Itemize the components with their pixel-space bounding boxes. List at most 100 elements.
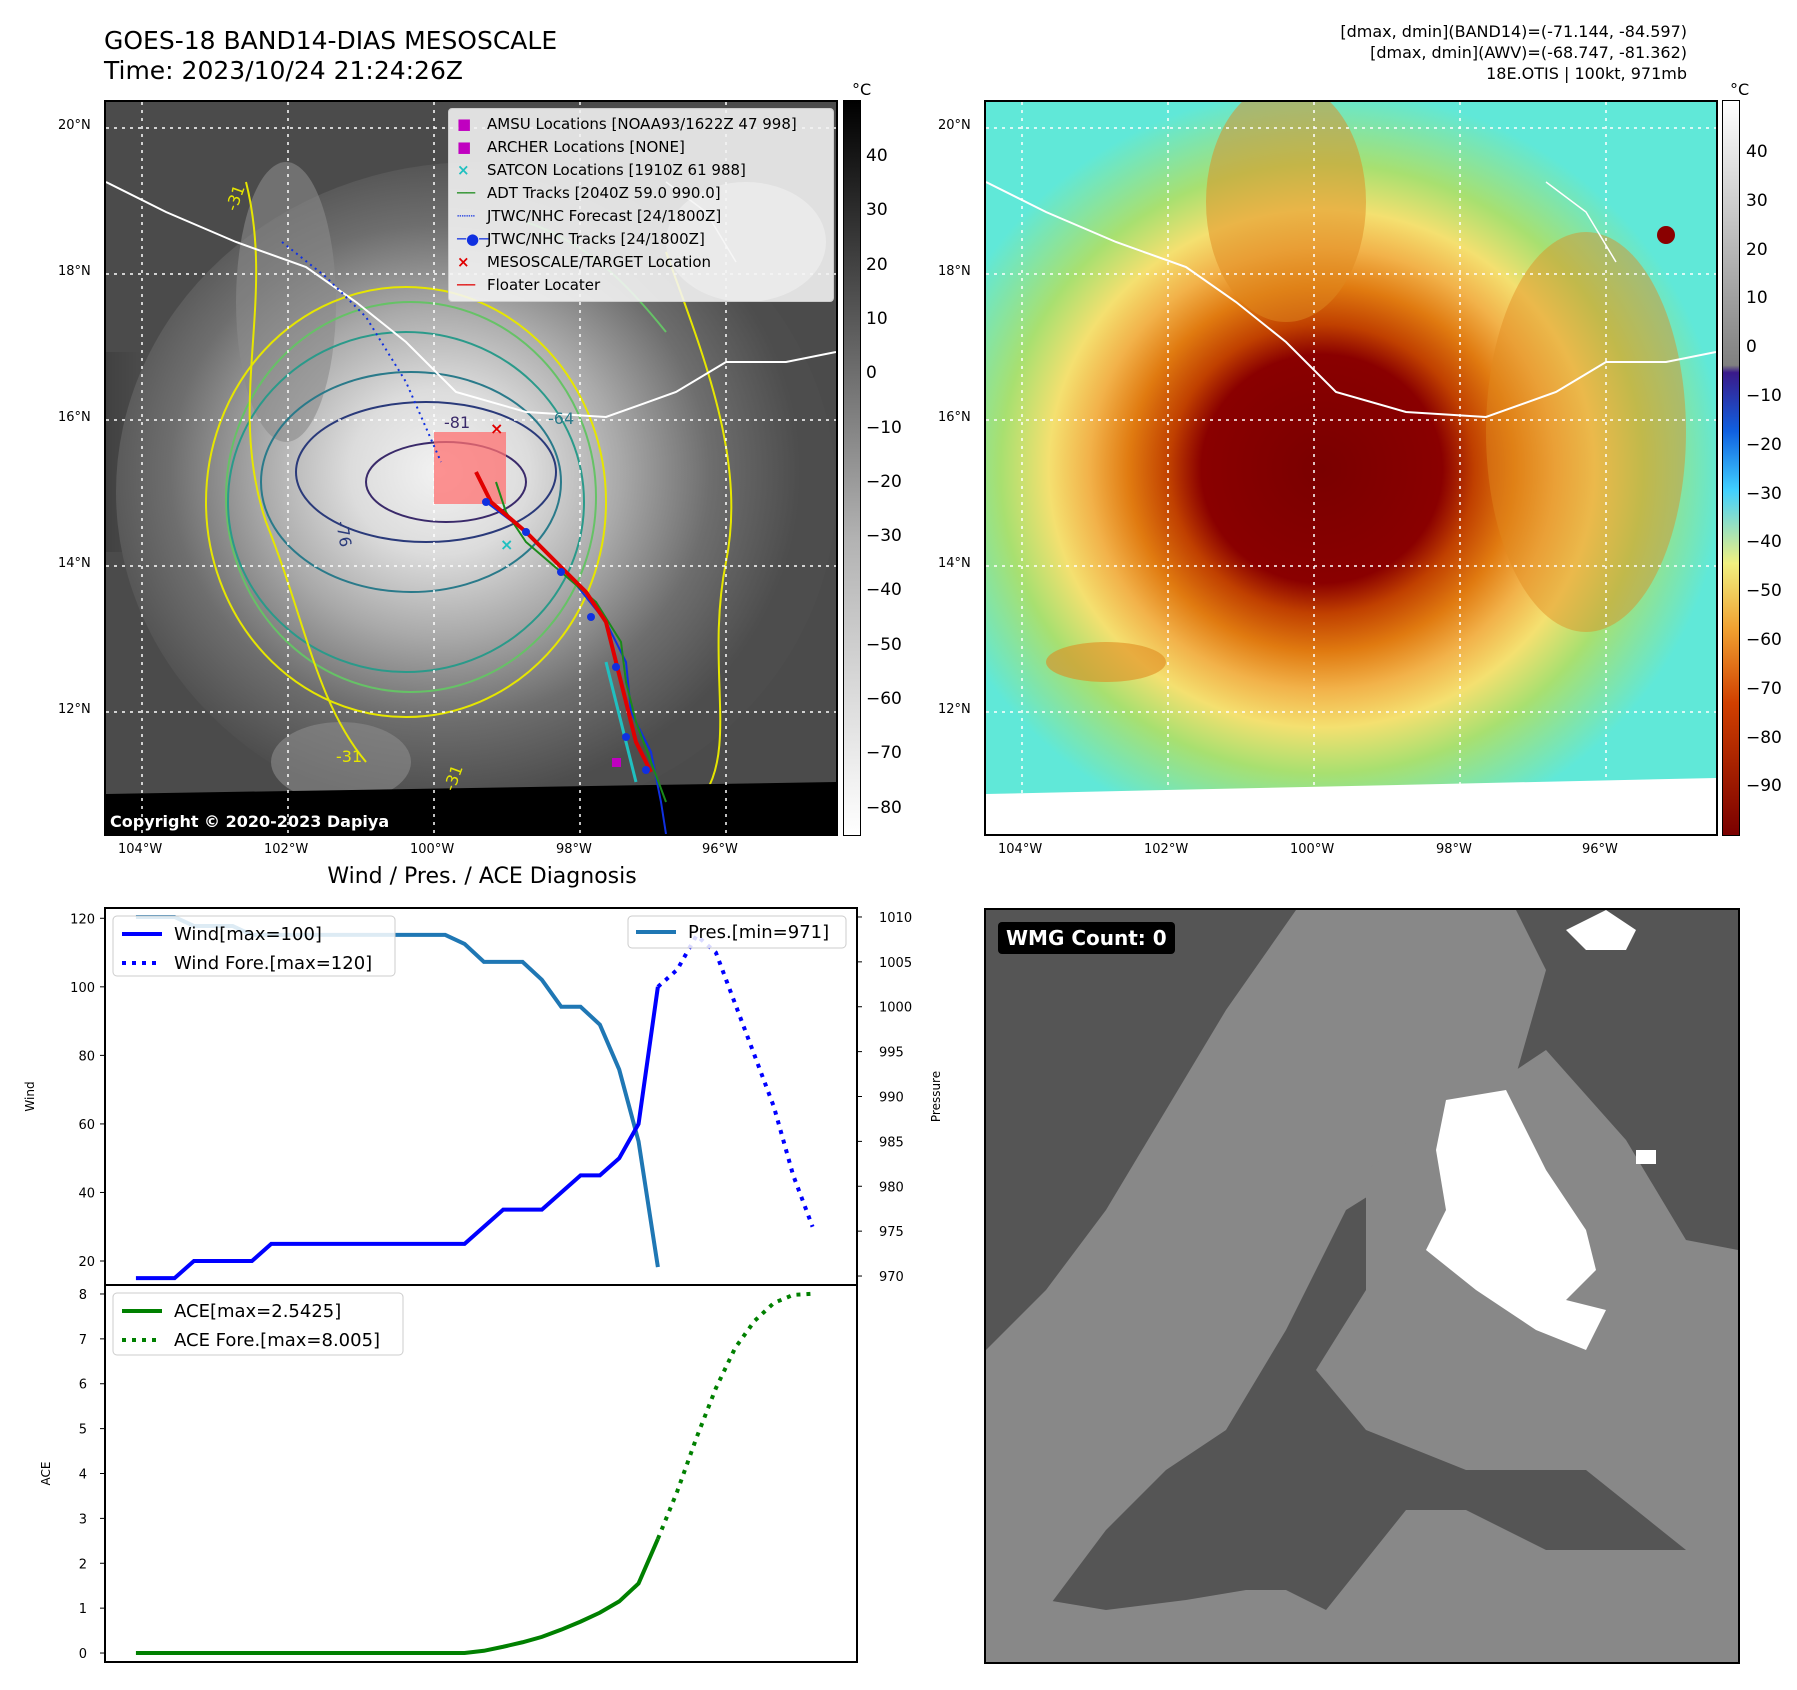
colorbar-tick-label: −10 (1746, 386, 1782, 406)
lat-tick-label: 16°N (938, 410, 971, 425)
legend-label: AMSU Locations [NOAA93/1622Z 47 998] (487, 115, 797, 133)
lat-tick-label: 14°N (938, 556, 971, 571)
lon-tick-label: 98°W (1436, 842, 1472, 857)
legend-label: ADT Tracks [2040Z 59.0 990.0] (487, 184, 721, 202)
line-dot-icon: ─●─ (457, 230, 489, 248)
pressure-tick-label: 985 (879, 1135, 904, 1150)
map-legend: ■ AMSU Locations [NOAA93/1622Z 47 998] ■ AR… (448, 108, 834, 302)
colorbar-tick-label: −30 (1746, 483, 1782, 504)
legend-item: ■ AMSU Locations [NOAA93/1622Z 47 998] (457, 115, 797, 133)
legend-item: × MESOSCALE/TARGET Location (457, 253, 711, 271)
svg-text:×: × (500, 535, 513, 554)
ace-tick-label: 1 (79, 1602, 87, 1617)
lat-tick-label: 20°N (938, 118, 971, 133)
wind-tick-label: 80 (78, 1049, 95, 1064)
colorbar-tick-label: 0 (866, 363, 877, 384)
lon-tick-label: 100°W (1290, 842, 1335, 857)
mesoscale-target-box (434, 432, 506, 504)
pressure-tick-label: 975 (879, 1225, 904, 1240)
legend-label: MESOSCALE/TARGET Location (487, 253, 712, 271)
lon-tick-label: 104°W (998, 842, 1043, 857)
colorbar-tick-label: 30 (1746, 190, 1768, 211)
wind-tick-label: 40 (78, 1186, 95, 1201)
lat-tick-label: 20°N (58, 118, 91, 133)
forecast-track-line (281, 241, 442, 463)
colorbar-tick-label: −50 (866, 634, 902, 655)
lat-tick-label: 18°N (58, 264, 91, 279)
colorbar-tick-label: −50 (1746, 581, 1782, 602)
ace-tick-label: 3 (79, 1512, 87, 1527)
pressure-tick-label: 1000 (879, 1001, 912, 1016)
pressure-tick-label: 990 (879, 1091, 904, 1106)
ace-tick-label: 0 (79, 1647, 87, 1662)
lat-tick-label: 18°N (938, 264, 971, 279)
pressure-axis-label: Pressure (929, 1071, 943, 1122)
solid-line-icon: ── (457, 184, 476, 202)
lon-tick-label: 98°W (556, 842, 592, 857)
colorbar-tick-label: −10 (866, 417, 902, 438)
colorbar-tick-label: −80 (866, 797, 902, 818)
ace-line (135, 1538, 660, 1656)
legend-label: JTWC/NHC Forecast [24/1800Z] (487, 207, 722, 225)
colorbar-tick-label: 30 (866, 200, 888, 221)
pressure-tick-label: 995 (879, 1046, 904, 1061)
contour-label: -76 (332, 519, 355, 548)
awv-range-text: [dmax, dmin](AWV)=(-68.747, -81.362) (1370, 43, 1687, 62)
square-marker-icon: ■ (457, 115, 472, 133)
band14-range-text: [dmax, dmin](BAND14)=(-71.144, -84.597) (1340, 22, 1687, 41)
lat-tick-label: 16°N (58, 410, 91, 425)
ace-tick-label: 5 (79, 1423, 87, 1438)
pressure-legend (627, 915, 847, 949)
legend-label: JTWC/NHC Tracks [24/1800Z] (487, 230, 705, 248)
colorbar-tick-label: −80 (1746, 727, 1782, 748)
legend-ace-forecast-label: ACE Fore.[max=8.005] (174, 1330, 380, 1351)
lon-tick-label: 102°W (264, 842, 309, 857)
colorbar-tick-label: 10 (866, 308, 888, 329)
ace-legend (112, 1292, 404, 1356)
floater-track-line (474, 471, 653, 773)
colorbar-tick-label: 0 (1746, 337, 1757, 358)
page-title: GOES-18 BAND14-DIAS MESOSCALE (104, 26, 558, 55)
ace-tick-label: 7 (79, 1333, 87, 1348)
wind-tick-label: 120 (70, 912, 95, 927)
ace-tick-label: 8 (79, 1288, 87, 1303)
ace-tick-label: 2 (79, 1557, 87, 1572)
lon-tick-label: 96°W (1582, 842, 1618, 857)
legend-item: ── Floater Locater (457, 276, 600, 294)
colorbar-tick-label: 20 (866, 254, 888, 275)
square-marker-icon: ■ (457, 138, 472, 156)
legend-pressure-label: Pres.[min=971] (688, 922, 829, 943)
ace-forecast-line (656, 1291, 813, 1540)
wind-tick-label: 100 (70, 981, 95, 996)
colorbar-tick-label: −60 (1746, 630, 1782, 650)
lon-tick-label: 104°W (118, 842, 163, 857)
contour-label: -31 (336, 747, 362, 766)
colorbar-tick-label: 40 (866, 146, 888, 166)
colorbar-tick-label: −20 (866, 471, 902, 492)
wind-forecast-line (656, 932, 815, 1228)
diag-title: Wind / Pres. / ACE Diagnosis (327, 864, 637, 889)
svg-text:×: × (490, 419, 503, 438)
colorbar-tick-label: −90 (1746, 776, 1782, 797)
page-time: Time: 2023/10/24 21:24:26Z (104, 56, 463, 85)
ir-satellite-map: × × -76 -81 -64 -31 -31 -31 ■ AMSU Locati… (104, 100, 838, 836)
awv-color-map (984, 100, 1718, 836)
legend-wind-label: Wind[max=100] (174, 924, 322, 945)
lon-tick-label: 96°W (702, 842, 738, 857)
legend-item: ── ADT Tracks [2040Z 59.0 990.0] (457, 184, 721, 202)
wind-tick-label: 60 (78, 1118, 95, 1133)
wind-line (135, 986, 660, 1281)
colorbar-left-unit: °C (852, 80, 872, 99)
colorbar-tick-label: 20 (1746, 239, 1768, 260)
colorbar-tick-label: −30 (866, 526, 902, 547)
ace-tick-label: 6 (79, 1378, 87, 1393)
pressure-tick-label: 980 (879, 1180, 904, 1195)
wmg-panel: WMG Count: 0 (984, 908, 1740, 1664)
pressure-tick-label: 1010 (879, 911, 912, 926)
contour-label: -81 (444, 413, 470, 432)
wmg-count-label: WMG Count: 0 (998, 922, 1175, 954)
colorbar-tick-label: −20 (1746, 434, 1782, 455)
x-marker-icon: × (457, 253, 470, 271)
lon-tick-label: 102°W (1144, 842, 1189, 857)
legend-item: × SATCON Locations [1910Z 61 988] (457, 161, 746, 179)
